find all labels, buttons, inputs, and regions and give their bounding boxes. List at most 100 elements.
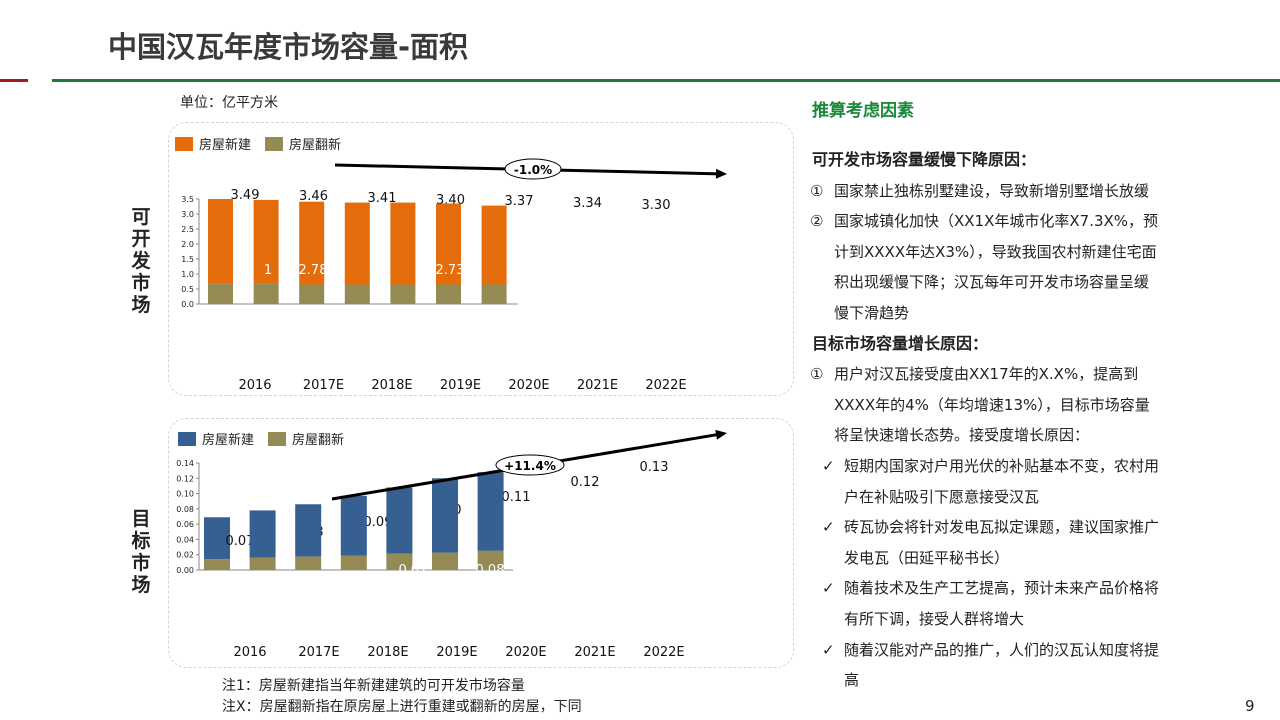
legend-developable: 房屋新建 房屋翻新: [175, 134, 341, 153]
inner-label: 0.07: [399, 563, 428, 578]
bar-renovation: [344, 284, 370, 304]
chart-panel-target: [168, 418, 794, 668]
text-line: 慢下滑趋势: [834, 304, 910, 322]
bar-renovation: [204, 559, 230, 570]
check-icon: ✓: [822, 640, 835, 659]
accent-line-green: [52, 79, 1280, 82]
text-line: 将呈快速增长态势。接受度增长原因：: [834, 426, 1090, 445]
bar-new-build: [299, 201, 325, 285]
bar-new-build: [249, 510, 276, 558]
text-line: 用户对汉瓦接受度由XX17年的X.X%，提高到: [834, 365, 1139, 384]
check-icon: ✓: [822, 579, 835, 598]
bullet-number: ①: [810, 365, 824, 384]
note-1: 注1：房屋新建指当年新建建筑的可开发市场容量: [222, 678, 525, 694]
x-tick-label: 2020E: [508, 378, 549, 393]
inner-label: 2.78: [299, 263, 328, 278]
y-tick-label: 0.02: [176, 551, 194, 560]
text-line: 发电瓦（田延平秘书长）: [844, 548, 1010, 567]
legend-label: 房屋新建: [199, 138, 252, 153]
text-line: 国家禁止独栋别墅建设，导致新增别墅增长放缓: [834, 181, 1150, 200]
bar-renovation: [249, 557, 276, 570]
page-title: 中国汉瓦年度市场容量-面积: [108, 30, 469, 64]
text-line: 有所下调，接受人群将增大: [844, 610, 1025, 628]
legend-label: 房屋翻新: [289, 138, 342, 153]
arrow-head-icon: [715, 429, 727, 440]
inner-label: 0.08: [476, 563, 505, 578]
x-tick-label: 2022E: [643, 645, 684, 660]
section-title: 可开发市场容量缓慢下降原因：: [812, 150, 1037, 169]
bar-renovation: [299, 284, 325, 304]
inner-label: 1: [264, 263, 272, 278]
bar-renovation: [295, 556, 322, 570]
y-tick-label: 2.0: [181, 240, 194, 249]
y-tick-label: 0.00: [176, 566, 194, 575]
trend-badge: [504, 158, 562, 180]
bar-renovation: [386, 553, 413, 570]
total-label: 0.12: [571, 475, 600, 490]
check-icon: ✓: [822, 457, 835, 475]
x-tick-label: 2021E: [577, 378, 618, 393]
bar-new-build: [386, 487, 413, 554]
trend-badge: [495, 454, 565, 476]
x-tick-label: 2017E: [303, 378, 344, 393]
legend-target: 房屋新建 房屋翻新: [178, 429, 344, 448]
bar-renovation: [477, 550, 504, 570]
y-tick-label: 0.12: [176, 474, 194, 483]
y-tick-label: 1.5: [181, 255, 194, 264]
legend-label: 房屋翻新: [292, 433, 345, 448]
text-line: XXXX年的4%（年均增速13%），目标市场容量: [834, 395, 1150, 414]
y-tick-label: 0.10: [176, 490, 194, 499]
text-line: 户在补贴吸引下愿意接受汉瓦: [844, 487, 1040, 506]
bar-renovation: [208, 283, 233, 304]
x-tick-label: 2019E: [436, 645, 477, 660]
x-tick-label: 2019E: [440, 378, 481, 393]
bar-renovation: [436, 284, 461, 304]
total-label: 3.49: [231, 188, 260, 203]
check-icon: ✓: [822, 518, 835, 537]
factors-heading: 推算考虑因素: [812, 101, 914, 121]
total-label: 3.37: [505, 194, 534, 209]
total-label: 3.46: [299, 189, 328, 204]
arrow-head-icon: [715, 168, 727, 179]
bar-new-build: [481, 205, 507, 285]
total-label: 0.11: [502, 490, 531, 505]
bar-new-build: [253, 199, 279, 284]
y-tick-label: 0.14: [176, 459, 194, 468]
bullet-number: ①: [810, 181, 824, 200]
x-tick-label: 2018E: [371, 378, 412, 393]
x-tick-label: 2022E: [645, 378, 686, 393]
y-tick-label: 0.06: [176, 520, 194, 529]
side-label-target: 目标市场: [131, 508, 151, 596]
x-tick-label: 2017E: [298, 645, 339, 660]
bar-new-build: [477, 472, 504, 551]
y-tick-label: 0.5: [181, 285, 194, 294]
bar-new-build: [295, 504, 322, 557]
text-line: 高: [844, 671, 860, 690]
total-label: 0.13: [640, 460, 669, 475]
bar-new-build: [432, 478, 458, 553]
trend-label: +11.4%: [504, 459, 556, 473]
note-2: 注X：房屋翻新指在原房屋上进行重建或翻新的房屋，下同: [222, 699, 582, 715]
chart-panel-developable: [168, 122, 794, 396]
total-label: 3.34: [573, 196, 602, 211]
bar-renovation: [253, 283, 279, 304]
y-tick-label: 1.0: [181, 270, 194, 279]
y-tick-label: 2.5: [181, 225, 194, 234]
page-number: 9: [1245, 697, 1255, 715]
total-label: 0.09: [364, 515, 393, 530]
y-tick-label: 0.08: [176, 505, 194, 514]
text-line: 砖瓦协会将针对发电瓦拟定课题，建议国家推广: [844, 518, 1160, 537]
y-tick-label: 0.0: [181, 300, 194, 309]
legend-label: 房屋新建: [202, 433, 255, 448]
x-tick-label: 2018E: [367, 645, 408, 660]
y-tick-label: 3.0: [181, 210, 194, 219]
side-label-developable: 可开发市场: [131, 206, 151, 316]
bullet-number: ②: [810, 212, 824, 231]
bar-new-build: [436, 203, 461, 285]
x-tick-label: 2020E: [505, 645, 546, 660]
bar-new-build: [390, 202, 416, 285]
bar-renovation: [432, 552, 458, 570]
bar-new-build: [208, 199, 233, 284]
